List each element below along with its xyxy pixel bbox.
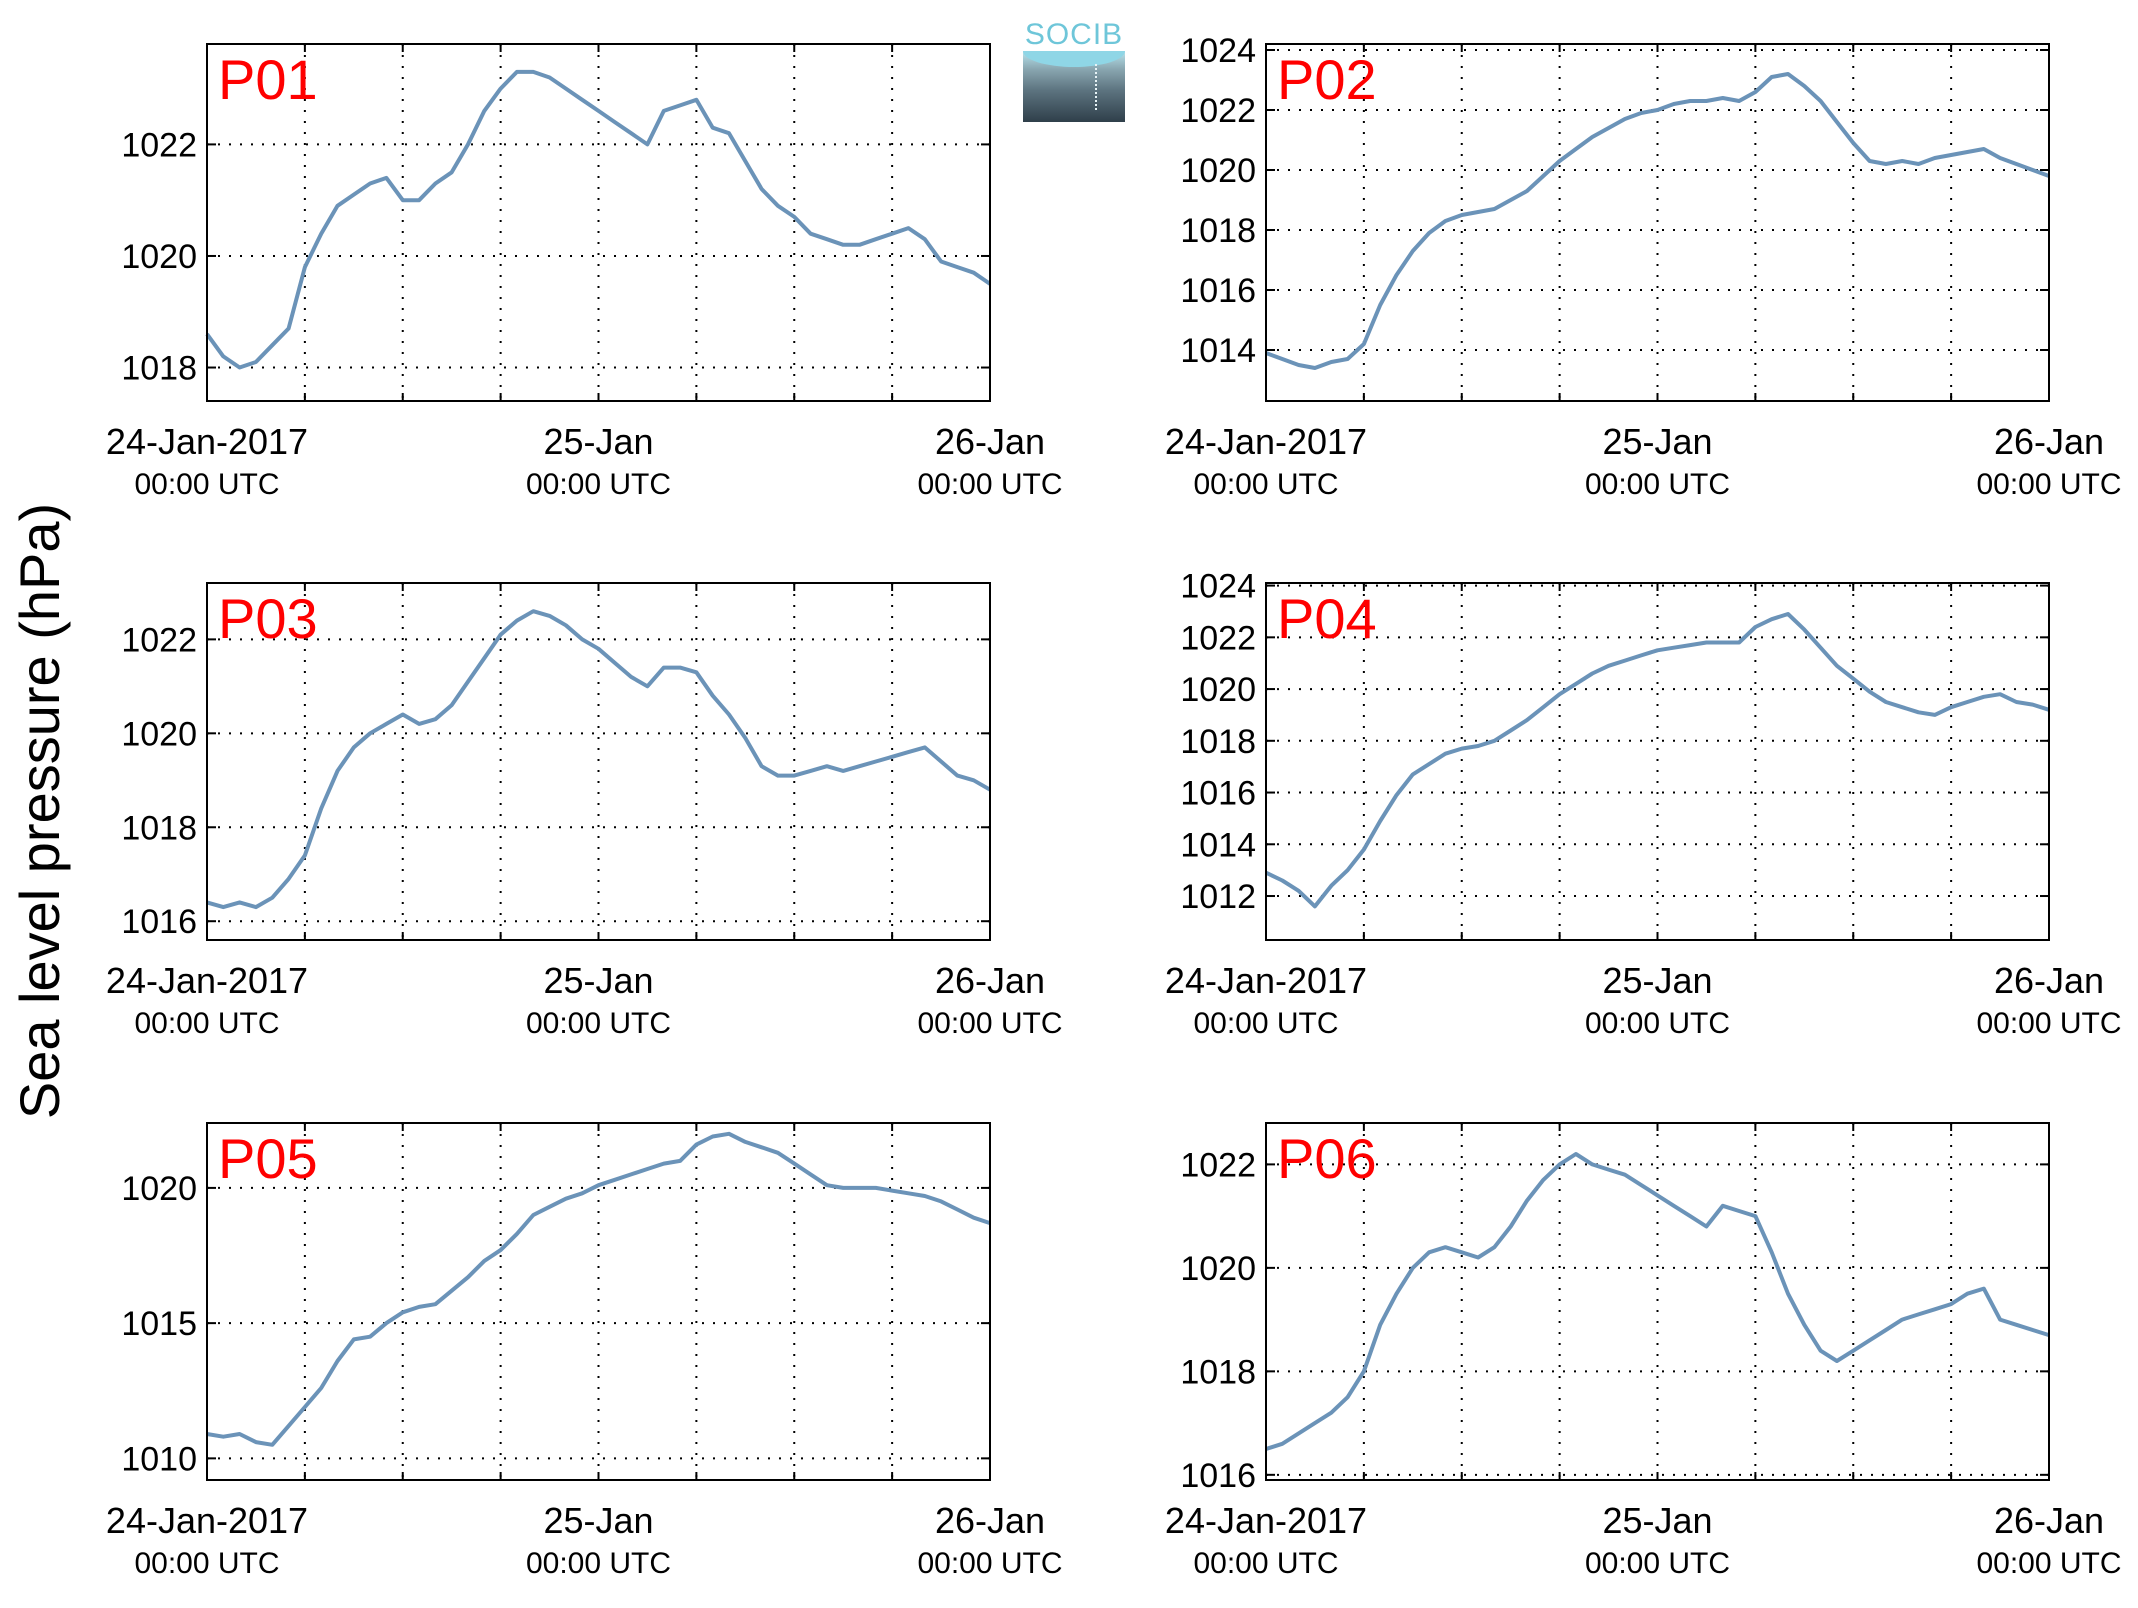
x-tick-sublabel: 00:00 UTC [1585, 1547, 1730, 1580]
series-line [206, 1131, 991, 1447]
x-tick-label: 25-Jan [1602, 960, 1712, 1001]
axes-frame [1265, 1122, 2050, 1481]
logo-dots [1095, 64, 1097, 110]
x-tick-label: 24-Jan-2017 [1165, 960, 1367, 1001]
y-tick-label: 1024 [1180, 32, 1256, 70]
x-tick-label: 26-Jan [935, 1500, 1045, 1541]
x-tick-label: 24-Jan-2017 [106, 960, 308, 1001]
x-tick-label: 25-Jan [543, 421, 653, 462]
x-tick-sublabel: 00:00 UTC [526, 1007, 671, 1040]
x-tick-sublabel: 00:00 UTC [1585, 468, 1730, 501]
series-line [205, 69, 992, 370]
x-tick-sublabel: 00:00 UTC [134, 1547, 279, 1580]
x-tick-label: 26-Jan [1994, 1500, 2104, 1541]
panel-p03: 1016 1018 1020 1022 24-Jan-2017 00:00 UTC 25-J… [106, 582, 1063, 1040]
x-tick-label: 25-Jan [543, 1500, 653, 1541]
y-tick-label: 1020 [121, 715, 197, 753]
panel-p04: 1012 1014 1016 1018 1020 1022 1024 24-Jan-2017 0… [1165, 568, 2122, 1040]
logo-wave [1023, 51, 1125, 67]
series-line [206, 609, 991, 910]
x-tick-sublabel: 00:00 UTC [134, 1007, 279, 1040]
axes-frame [206, 43, 991, 402]
y-tick-label: 1020 [1180, 152, 1256, 190]
y-tick-label: 1020 [1180, 671, 1256, 709]
y-tick-label: 1016 [1180, 1457, 1256, 1495]
x-tick-sublabel: 00:00 UTC [917, 468, 1062, 501]
y-tick-label: 1022 [1180, 619, 1256, 657]
x-tick-label: 24-Jan-2017 [106, 421, 308, 462]
y-tick-label: 1024 [1180, 568, 1256, 606]
y-tick-label: 1014 [1180, 826, 1256, 864]
y-tick-label: 1012 [1180, 878, 1256, 916]
series-line [1265, 1152, 2050, 1451]
y-tick-label: 1016 [1180, 272, 1256, 310]
y-tick-label: 1016 [1180, 775, 1256, 813]
panel-title: P02 [1277, 48, 1377, 111]
y-tick-label: 1020 [1180, 1250, 1256, 1288]
panel-p06: 1016 1018 1020 1022 24-Jan-2017 00:00 UTC 25-J… [1165, 1122, 2122, 1580]
y-tick-label: 1018 [1180, 1353, 1256, 1391]
series-line [1265, 612, 2050, 909]
x-tick-sublabel: 00:00 UTC [1193, 468, 1338, 501]
panel-p01: 1018 1020 1022 24-Jan-2017 00:00 UTC 25-Jan 00… [106, 43, 1063, 501]
y-tick-label: 1018 [1180, 212, 1256, 250]
x-tick-sublabel: 00:00 UTC [526, 468, 671, 501]
series-line [1265, 72, 2050, 370]
x-tick-label: 24-Jan-2017 [1165, 1500, 1367, 1541]
y-tick-label: 1018 [1180, 723, 1256, 761]
x-tick-label: 25-Jan [1602, 421, 1712, 462]
y-tick-label: 1022 [1180, 92, 1256, 130]
x-tick-sublabel: 00:00 UTC [526, 1547, 671, 1580]
y-tick-label: 1014 [1180, 332, 1256, 370]
x-tick-sublabel: 00:00 UTC [917, 1007, 1062, 1040]
socib-logo: SOCIB [1023, 18, 1125, 122]
x-tick-sublabel: 00:00 UTC [134, 468, 279, 501]
y-tick-label: 1018 [121, 350, 197, 388]
x-tick-sublabel: 00:00 UTC [1976, 468, 2121, 501]
x-tick-label: 26-Jan [935, 960, 1045, 1001]
y-tick-label: 1020 [121, 1170, 197, 1208]
axes-frame [1265, 43, 2050, 402]
y-tick-label: 1020 [121, 238, 197, 276]
panel-title: P01 [218, 48, 318, 111]
panel-p02: 1014 1016 1018 1020 1022 1024 24-Jan-2017 00:00… [1165, 32, 2122, 501]
y-tick-label: 1022 [121, 126, 197, 164]
x-tick-sublabel: 00:00 UTC [1976, 1547, 2121, 1580]
y-tick-label: 1015 [121, 1305, 197, 1343]
y-axis-label: Sea level pressure (hPa) [8, 502, 71, 1120]
logo-text: SOCIB [1024, 18, 1124, 51]
x-tick-sublabel: 00:00 UTC [1193, 1547, 1338, 1580]
x-tick-sublabel: 00:00 UTC [917, 1547, 1062, 1580]
x-tick-sublabel: 00:00 UTC [1976, 1007, 2121, 1040]
panel-title: P03 [218, 587, 318, 650]
panel-title: P06 [1277, 1127, 1377, 1190]
axes-frame [206, 1122, 991, 1481]
x-tick-label: 24-Jan-2017 [106, 1500, 308, 1541]
y-tick-label: 1018 [121, 809, 197, 847]
y-tick-label: 1016 [121, 903, 197, 941]
x-tick-sublabel: 00:00 UTC [1193, 1007, 1338, 1040]
y-tick-label: 1022 [121, 621, 197, 659]
x-tick-label: 26-Jan [935, 421, 1045, 462]
axes-frame [1265, 582, 2050, 941]
x-tick-sublabel: 00:00 UTC [1585, 1007, 1730, 1040]
x-tick-label: 25-Jan [543, 960, 653, 1001]
x-tick-label: 26-Jan [1994, 421, 2104, 462]
panel-title: P05 [218, 1127, 318, 1190]
x-tick-label: 26-Jan [1994, 960, 2104, 1001]
y-tick-label: 1022 [1180, 1146, 1256, 1184]
x-tick-label: 24-Jan-2017 [1165, 421, 1367, 462]
panel-p05: 1010 1015 1020 24-Jan-2017 00:00 UTC 25-Jan 00… [106, 1122, 1063, 1580]
x-tick-label: 25-Jan [1602, 1500, 1712, 1541]
panel-title: P04 [1277, 587, 1377, 650]
y-tick-label: 1010 [121, 1440, 197, 1478]
